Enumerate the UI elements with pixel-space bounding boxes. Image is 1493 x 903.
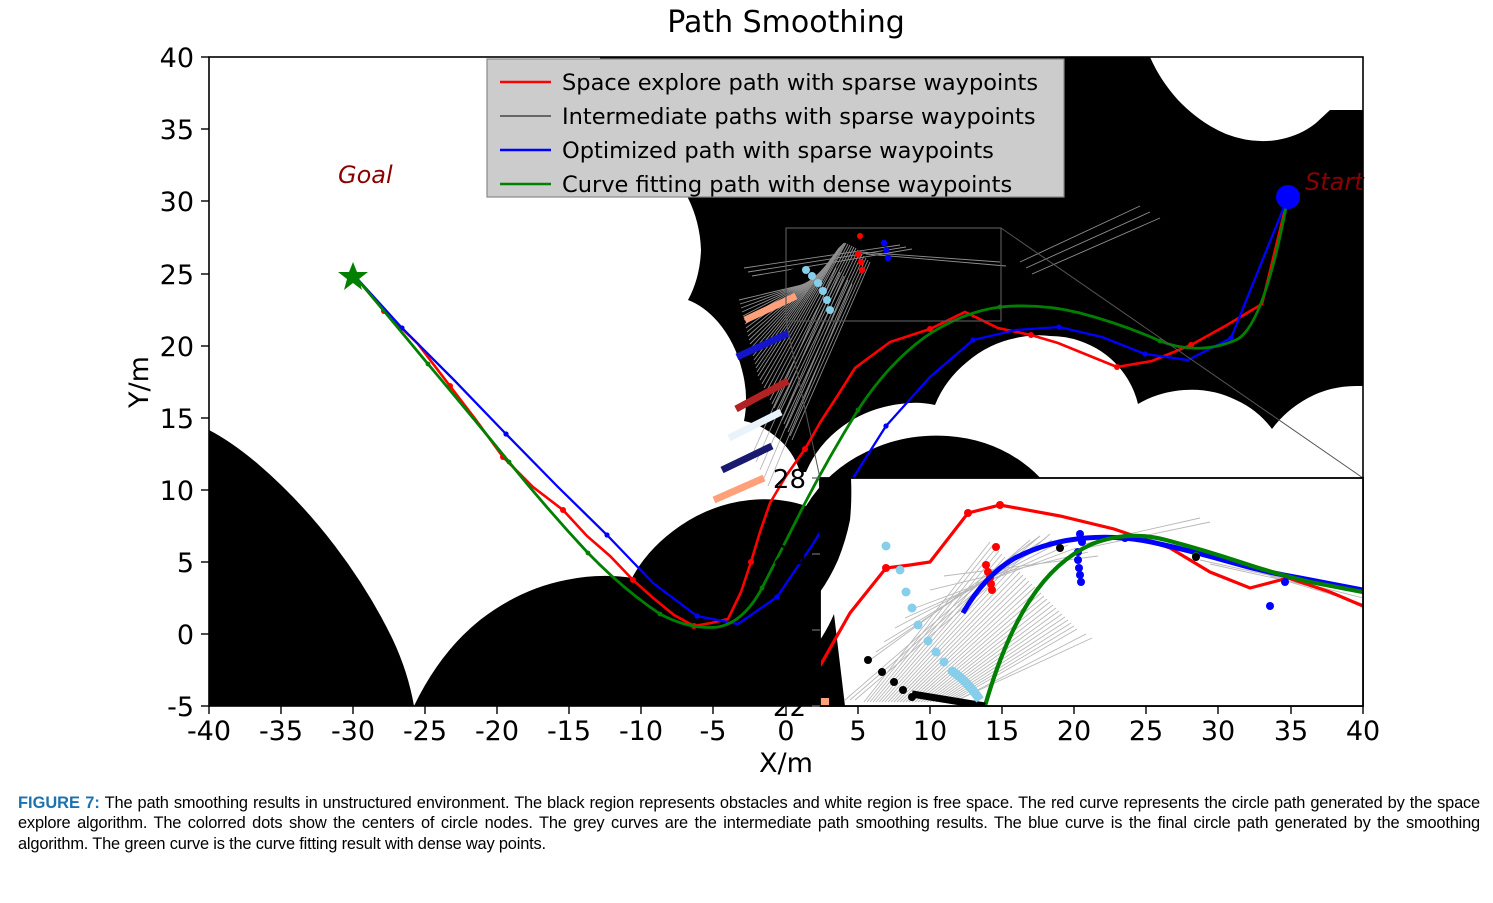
svg-text:20: 20: [160, 332, 194, 363]
start-circle-icon: [1276, 185, 1300, 209]
y-axis: -5 0 5 10 15 20 25 30 35 40 Y/m: [124, 43, 209, 723]
circle-node-center-bands: [712, 239, 892, 504]
svg-text:5: 5: [177, 548, 194, 579]
svg-text:28: 28: [773, 465, 806, 495]
x-axis-title: X/m: [759, 748, 813, 779]
figure-caption-text: The path smoothing results in unstructur…: [18, 794, 1480, 853]
y-tick-labels: -5 0 5 10 15 20 25 30 35 40: [160, 43, 194, 723]
red-node-centers: [854, 250, 866, 274]
legend-item-intermediate[interactable]: Intermediate paths with sparse waypoints: [500, 104, 1036, 130]
x-tick-marks: [208, 706, 1364, 714]
start-label: Start: [1305, 168, 1365, 196]
svg-text:40: 40: [1346, 716, 1380, 747]
legend-box: [486, 58, 1065, 198]
obstacle-notch-upper-right: [1150, 57, 1363, 142]
inset-y-tick-labels: 28 26 24 22: [773, 465, 806, 723]
inset-content: [820, 478, 1363, 706]
blue-node-centers: [880, 239, 892, 262]
legend-item-curve-fitting[interactable]: Curve fitting path with dense waypoints: [500, 172, 1012, 198]
svg-text:-10: -10: [619, 716, 663, 747]
svg-text:40: 40: [160, 43, 194, 74]
svg-text:-5: -5: [167, 692, 194, 723]
svg-text:-15: -15: [547, 716, 591, 747]
svg-text:-25: -25: [403, 716, 447, 747]
svg-text:24: 24: [773, 617, 806, 647]
svg-text:-5: -5: [700, 716, 727, 747]
series-space-explore-path: [352, 196, 1290, 629]
inset-space-explore-path: [820, 503, 1363, 667]
start-marker-group: Start: [1276, 168, 1365, 209]
obstacle-top-right: [1050, 57, 1363, 429]
legend-label-intermediate: Intermediate paths with sparse waypoints: [562, 104, 1036, 130]
inset-obstacle-lower: [820, 614, 845, 706]
legend-item-optimized[interactable]: Optimized path with sparse waypoints: [500, 138, 994, 164]
svg-text:25: 25: [1129, 716, 1163, 747]
legend-label-space-explore: Space explore path with sparse waypoints: [562, 70, 1038, 96]
goal-star-icon: [338, 262, 368, 290]
svg-text:-20: -20: [475, 716, 519, 747]
svg-text:0: 0: [177, 620, 194, 651]
goal-marker-group: Goal: [338, 161, 393, 290]
svg-text:0: 0: [777, 716, 794, 747]
legend-item-space-explore[interactable]: Space explore path with sparse waypoints: [500, 70, 1038, 96]
space-explore-waypoints: [381, 233, 1194, 629]
svg-text:35: 35: [160, 115, 194, 146]
inset-connector-right: [1000, 227, 1364, 479]
obstacle-circle: [864, 262, 966, 364]
goal-label: Goal: [338, 161, 393, 189]
svg-text:5: 5: [849, 716, 866, 747]
inset-spines: [819, 477, 1364, 707]
optimized-waypoints: [399, 324, 1234, 619]
legend-label-curve-fitting: Curve fitting path with dense waypoints: [562, 172, 1012, 198]
inset-region-rect: [785, 227, 1002, 322]
svg-text:10: 10: [160, 476, 194, 507]
curve-fitting-waypoints: [425, 304, 1163, 617]
x-tick-labels: -40 -35 -30 -25 -20 -15 -10 -5 0 5 10 15…: [187, 716, 1380, 747]
y-axis-title: Y/m: [124, 356, 155, 409]
svg-text:15: 15: [985, 716, 1019, 747]
page-title: Path Smoothing: [667, 5, 905, 40]
svg-text:35: 35: [1274, 716, 1308, 747]
figure-caption-label: FIGURE 7:: [18, 794, 100, 812]
inset-orange-node-center: [820, 698, 829, 706]
svg-text:10: 10: [913, 716, 947, 747]
inset-axes: 28 26 24 22: [773, 465, 1364, 723]
path-smoothing-plot: Goal Start: [124, 5, 1380, 779]
obstacle-lower-left: [209, 430, 414, 706]
svg-text:25: 25: [160, 260, 194, 291]
inset-y-tick-marks: [812, 477, 820, 707]
series-curve-fitting-path: [351, 196, 1290, 629]
inset-light-blue-band: [949, 667, 984, 703]
legend-label-optimized: Optimized path with sparse waypoints: [562, 138, 994, 164]
inset-black-band: [911, 690, 986, 706]
inset-indicator: [785, 227, 1364, 479]
svg-text:30: 30: [160, 187, 194, 218]
figure-caption: FIGURE 7: The path smoothing results in …: [18, 793, 1480, 854]
svg-text:-30: -30: [331, 716, 375, 747]
svg-text:-40: -40: [187, 716, 231, 747]
svg-text:22: 22: [773, 693, 806, 723]
svg-text:15: 15: [160, 404, 194, 435]
svg-text:26: 26: [773, 541, 806, 571]
inset-connector-left: [785, 320, 821, 479]
svg-text:-35: -35: [259, 716, 303, 747]
y-tick-marks: [201, 56, 209, 707]
inset-curve-fitting-path: [982, 533, 1363, 706]
svg-text:20: 20: [1057, 716, 1091, 747]
light-blue-node-centers: [802, 266, 834, 314]
x-axis: -40 -35 -30 -25 -20 -15 -10 -5 0 5 10 15…: [187, 706, 1380, 779]
legend: Space explore path with sparse waypoints…: [486, 58, 1065, 198]
svg-text:30: 30: [1201, 716, 1235, 747]
inset-obstacle: [820, 478, 852, 592]
